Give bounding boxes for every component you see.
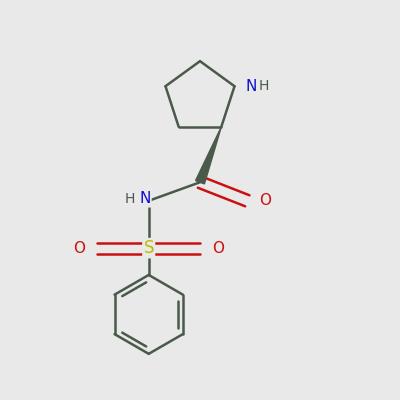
Text: H: H: [125, 192, 135, 206]
Text: O: O: [259, 193, 271, 208]
Text: N: N: [139, 191, 150, 206]
Text: H: H: [259, 79, 269, 93]
Text: O: O: [212, 241, 224, 256]
Polygon shape: [196, 127, 221, 184]
Text: N: N: [246, 79, 257, 94]
Text: S: S: [144, 239, 154, 257]
Text: O: O: [74, 241, 86, 256]
